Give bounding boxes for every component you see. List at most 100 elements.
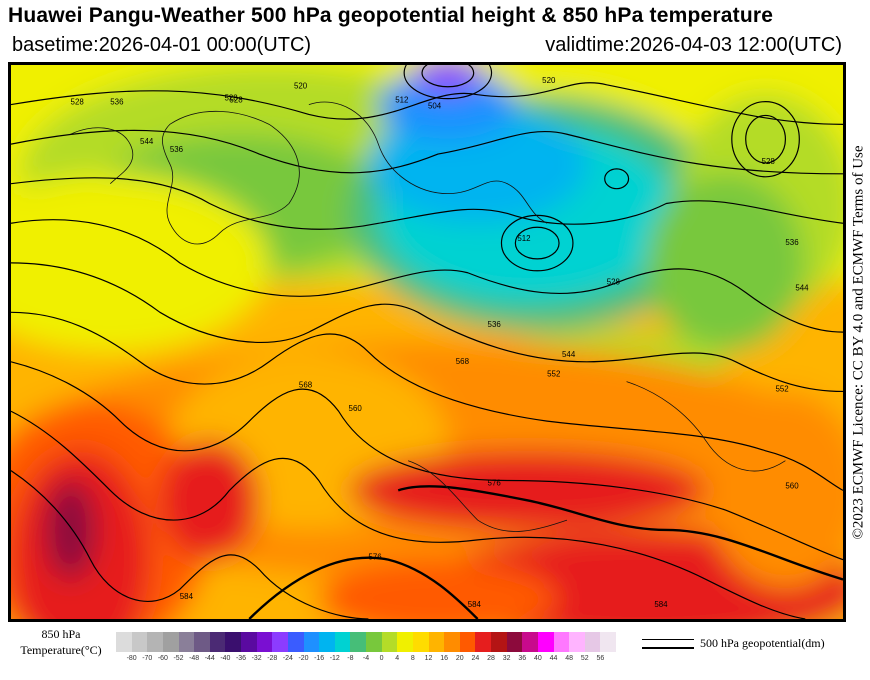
temperature-legend-label: 850 hPa Temperature(°C)	[6, 626, 116, 658]
contour-label: 560	[785, 481, 799, 490]
coastlines	[70, 101, 786, 532]
contour-label: 536	[170, 145, 184, 154]
contour-label: 576	[368, 553, 382, 562]
contour-legend-thick-line	[642, 647, 694, 649]
colorbar-swatch	[319, 632, 335, 652]
contour-label: 536	[488, 320, 502, 329]
colorbar-swatch	[209, 632, 226, 652]
colorbar-tick-label: -52	[173, 655, 184, 662]
colorbar-swatch	[194, 632, 210, 652]
contour-label: 536	[785, 238, 799, 247]
colorbar-tick-label: 0	[379, 655, 384, 662]
colorbar-swatch	[553, 632, 570, 652]
contour-label: 528	[224, 94, 238, 103]
validtime-label: validtime:2026-04-03 12:00(UTC)	[545, 34, 842, 56]
contour-legend-thin-line	[642, 639, 694, 640]
colorbar-tick-label: 52	[580, 655, 589, 662]
colorbar-tick-label: -60	[157, 655, 168, 662]
colorbar-swatch	[600, 632, 616, 652]
contour-label: 536	[110, 98, 124, 107]
colorbar-swatch	[569, 632, 585, 652]
colorbar-tick-label: 48	[565, 655, 574, 662]
colorbar-tick-label: -24	[282, 655, 293, 662]
colorbar-swatch	[131, 632, 148, 652]
contour-label: 552	[775, 384, 788, 393]
colorbar-tick-label: 12	[424, 655, 433, 662]
colorbar-tick-label: -28	[267, 655, 278, 662]
colorbar-tick-label: 4	[395, 655, 400, 662]
weather-map-svg: 528 520 512 504 528 536 544 552 560 568 …	[11, 65, 843, 619]
colorbar-swatch	[287, 632, 304, 652]
colorbar-tick-label: 56	[596, 655, 605, 662]
contour-label: 584	[180, 592, 194, 601]
contour-label: 528	[229, 96, 243, 105]
contour-label: 520	[294, 82, 308, 91]
colorbar-swatch	[444, 632, 460, 652]
contour-label: 544	[140, 137, 154, 146]
temperature-legend-line1: 850 hPa	[41, 627, 81, 641]
contour-label: 528	[762, 157, 776, 166]
colorbar-tick-label: 28	[487, 655, 495, 662]
colorbar-swatch	[397, 632, 413, 652]
colorbar-tick-label: -12	[329, 655, 340, 662]
colorbar-swatch	[522, 632, 538, 652]
contour-label: 528	[71, 98, 85, 107]
colorbar-tick-label: -70	[142, 655, 153, 662]
colorbar-tick-label: 36	[518, 655, 527, 662]
colorbar-tick-label: -40	[220, 655, 231, 662]
colorbar-swatch	[225, 632, 241, 652]
contour-label: 512	[395, 96, 408, 105]
contour-label: 512	[517, 234, 530, 243]
licence-text: ©2023 ECMWF Licence: CC BY 4.0 and ECMWF…	[848, 64, 870, 620]
colorbar-tick-label: -16	[314, 655, 325, 662]
colorbar-swatch	[147, 632, 163, 652]
colorbar-swatch	[381, 632, 398, 652]
colorbar-swatch	[475, 632, 491, 652]
geopotential-contours	[11, 65, 843, 619]
contour-label: 560	[349, 404, 363, 413]
colorbar-swatch	[350, 632, 366, 652]
colorbar-tick-label: -32	[251, 655, 262, 662]
colorbar-tick-label: -4	[362, 655, 370, 662]
contour-label: 544	[795, 284, 809, 293]
colorbar-swatch	[584, 632, 601, 652]
colorbar-swatch	[412, 632, 429, 652]
map-title: Huawei Pangu-Weather 500 hPa geopotentia…	[8, 4, 774, 27]
colorbar-swatch	[506, 632, 523, 652]
colorbar-swatch	[537, 632, 554, 652]
colorbar-swatch	[366, 632, 382, 652]
colorbar-tick-label: -44	[204, 655, 215, 662]
colorbar-tick-label: 32	[502, 655, 511, 662]
colorbar-tick-label: 20	[455, 655, 464, 662]
colorbar-swatch	[178, 632, 195, 652]
colorbar-swatch	[116, 632, 132, 652]
colorbar-swatch	[459, 632, 476, 652]
colorbar-swatch	[162, 632, 179, 652]
colorbar-swatch	[241, 632, 257, 652]
contour-label: 528	[607, 278, 621, 287]
contour-label: 568	[299, 381, 313, 390]
contour-label: 584	[468, 600, 482, 609]
basetime-label: basetime:2026-04-01 00:00(UTC)	[12, 34, 312, 56]
contour-label: 552	[547, 370, 560, 379]
temperature-field	[11, 65, 843, 619]
colorbar-tick-label: -48	[189, 655, 200, 662]
colorbar-tick-label: -8	[347, 655, 354, 662]
contour-legend-label: 500 hPa geopotential(dm)	[700, 636, 825, 650]
colorbar-swatch	[334, 632, 351, 652]
contour-label: 520	[542, 76, 556, 85]
colorbar-swatch	[303, 632, 320, 652]
contour-label: 568	[456, 357, 470, 366]
temperature-legend-line2: Temperature(°C)	[20, 643, 102, 657]
colorbar-swatch	[491, 632, 507, 652]
contour-label: 504	[428, 102, 442, 111]
licence-label: ©2023 ECMWF Licence: CC BY 4.0 and ECMWF…	[850, 144, 867, 540]
colorbar-swatch	[272, 632, 288, 652]
colorbar-tick-label: 44	[549, 655, 558, 662]
colorbar-ticks: -80 -70 -60 -52 -48 -44 -40 -36 -32 -28 -24 -20 -16-…	[116, 655, 626, 667]
temperature-colorbar	[116, 632, 616, 652]
colorbar-tick-label: -20	[298, 655, 309, 662]
colorbar-tick-label: -80	[126, 655, 137, 662]
colorbar-swatch	[428, 632, 445, 652]
colorbar-tick-label: 8	[410, 655, 415, 662]
